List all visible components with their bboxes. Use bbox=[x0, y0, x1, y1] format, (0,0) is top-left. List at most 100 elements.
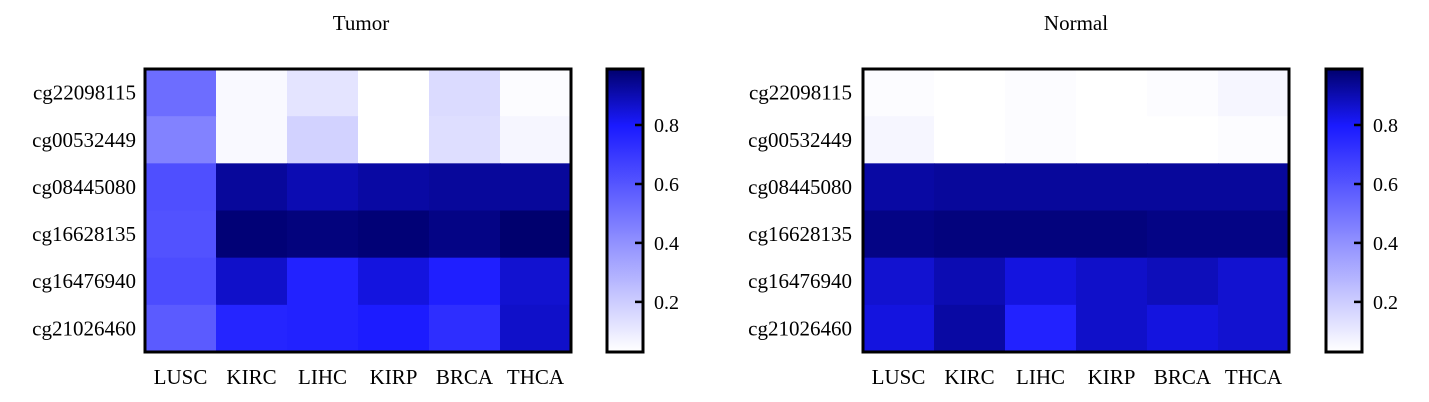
normal-colorbar-tick-label: 0.2 bbox=[1373, 292, 1398, 314]
normal-cell-cg00532449-LIHC bbox=[1005, 116, 1077, 164]
normal-cell-cg21026460-THCA bbox=[1218, 304, 1290, 353]
normal-cell-cg16476940-BRCA bbox=[1147, 257, 1219, 306]
normal-cell-cg00532449-BRCA bbox=[1147, 116, 1219, 164]
normal-cell-cg16628135-LUSC bbox=[863, 210, 935, 259]
tumor-cell-cg16628135-LIHC bbox=[287, 210, 359, 259]
tumor-cell-cg08445080-LUSC bbox=[145, 163, 217, 212]
tumor-row-label: cg16476940 bbox=[32, 269, 136, 293]
tumor-cell-cg21026460-BRCA bbox=[429, 304, 501, 353]
tumor-row-label: cg00532449 bbox=[32, 128, 136, 152]
tumor-cell-cg21026460-KIRC bbox=[216, 304, 288, 353]
normal-title: Normal bbox=[1044, 11, 1108, 35]
tumor-column-label: LIHC bbox=[298, 365, 347, 389]
normal-cell-cg00532449-KIRC bbox=[934, 116, 1006, 164]
tumor-cell-cg08445080-THCA bbox=[500, 163, 572, 212]
normal-column-labels: LUSC KIRC LIHC KIRP BRCA THCA bbox=[872, 365, 1283, 389]
tumor-row-label: cg22098115 bbox=[33, 81, 136, 105]
normal-row-label: cg00532449 bbox=[748, 128, 852, 152]
normal-cell-cg21026460-LIHC bbox=[1005, 304, 1077, 353]
tumor-cell-cg08445080-KIRP bbox=[358, 163, 430, 212]
normal-cell-cg00532449-LUSC bbox=[863, 116, 935, 164]
tumor-colorbar: 0.2 0.4 0.6 0.8 bbox=[605, 67, 679, 354]
tumor-cell-cg08445080-LIHC bbox=[287, 163, 359, 212]
normal-column-label: KIRP bbox=[1088, 365, 1136, 389]
normal-cell-cg08445080-LUSC bbox=[863, 163, 935, 212]
tumor-cell-cg16628135-BRCA bbox=[429, 210, 501, 259]
normal-cell-cg22098115-LIHC bbox=[1005, 69, 1077, 117]
tumor-title: Tumor bbox=[333, 11, 389, 35]
normal-cell-cg08445080-BRCA bbox=[1147, 163, 1219, 212]
normal-heatmap-border bbox=[861, 67, 1291, 354]
tumor-row-label: cg21026460 bbox=[32, 316, 136, 340]
normal-cell-cg16476940-KIRP bbox=[1076, 257, 1148, 306]
tumor-heatmap-border bbox=[143, 67, 573, 354]
normal-cell-cg08445080-KIRP bbox=[1076, 163, 1148, 212]
normal-cell-cg22098115-KIRP bbox=[1076, 69, 1148, 117]
tumor-cell-cg21026460-THCA bbox=[500, 304, 572, 353]
tumor-cell-cg16476940-BRCA bbox=[429, 257, 501, 306]
tumor-colorbar-tick-label: 0.8 bbox=[654, 115, 679, 137]
tumor-column-label: KIRC bbox=[226, 365, 276, 389]
tumor-row-label: cg08445080 bbox=[32, 175, 136, 199]
normal-cell-cg21026460-KIRC bbox=[934, 304, 1006, 353]
tumor-cell-cg22098115-KIRP bbox=[358, 69, 430, 117]
tumor-cell-cg21026460-LUSC bbox=[145, 304, 217, 353]
normal-cell-cg16628135-KIRP bbox=[1076, 210, 1148, 259]
normal-column-label: LUSC bbox=[872, 365, 926, 389]
normal-cell-cg22098115-THCA bbox=[1218, 69, 1290, 117]
normal-colorbar-bar bbox=[1324, 67, 1364, 354]
normal-cell-cg21026460-LUSC bbox=[863, 304, 935, 353]
normal-column-label: THCA bbox=[1225, 365, 1283, 389]
normal-cell-cg22098115-KIRC bbox=[934, 69, 1006, 117]
tumor-cell-cg16476940-LUSC bbox=[145, 257, 217, 306]
tumor-cell-cg16476940-KIRC bbox=[216, 257, 288, 306]
tumor-cell-cg22098115-BRCA bbox=[429, 69, 501, 117]
normal-colorbar-tick-label: 0.6 bbox=[1373, 174, 1398, 196]
tumor-cell-cg21026460-LIHC bbox=[287, 304, 359, 353]
normal-cell-cg16476940-THCA bbox=[1218, 257, 1290, 306]
normal-row-label: cg22098115 bbox=[749, 81, 852, 105]
tumor-cell-cg00532449-KIRP bbox=[358, 116, 430, 164]
normal-cell-cg08445080-THCA bbox=[1218, 163, 1290, 212]
tumor-cell-cg16476940-THCA bbox=[500, 257, 572, 306]
tumor-cell-cg00532449-LIHC bbox=[287, 116, 359, 164]
tumor-cell-cg16628135-KIRP bbox=[358, 210, 430, 259]
tumor-column-label: THCA bbox=[507, 365, 565, 389]
normal-colorbar-tick-label: 0.8 bbox=[1373, 115, 1398, 137]
normal-cell-cg16476940-LIHC bbox=[1005, 257, 1077, 306]
normal-column-label: KIRC bbox=[944, 365, 994, 389]
normal-cell-cg00532449-THCA bbox=[1218, 116, 1290, 164]
normal-colorbar-tick-label: 0.4 bbox=[1373, 233, 1398, 255]
tumor-cell-cg22098115-THCA bbox=[500, 69, 572, 117]
normal-cell-cg16476940-KIRC bbox=[934, 257, 1006, 306]
normal-cell-cg16628135-THCA bbox=[1218, 210, 1290, 259]
tumor-cell-cg16628135-THCA bbox=[500, 210, 572, 259]
tumor-cell-cg22098115-KIRC bbox=[216, 69, 288, 117]
normal-cell-cg08445080-KIRC bbox=[934, 163, 1006, 212]
normal-cell-cg16476940-LUSC bbox=[863, 257, 935, 306]
normal-row-label: cg16628135 bbox=[748, 222, 852, 246]
normal-cell-cg00532449-KIRP bbox=[1076, 116, 1148, 164]
tumor-heatmap-cells bbox=[145, 69, 572, 353]
normal-cell-cg16628135-KIRC bbox=[934, 210, 1006, 259]
tumor-row-labels: cg22098115 cg00532449 cg08445080 cg16628135… bbox=[32, 81, 136, 341]
tumor-cell-cg21026460-KIRP bbox=[358, 304, 430, 353]
tumor-cell-cg08445080-KIRC bbox=[216, 163, 288, 212]
normal-row-label: cg16476940 bbox=[748, 269, 852, 293]
normal-cell-cg21026460-KIRP bbox=[1076, 304, 1148, 353]
tumor-cell-cg16628135-LUSC bbox=[145, 210, 217, 259]
normal-cell-cg22098115-BRCA bbox=[1147, 69, 1219, 117]
tumor-cell-cg00532449-LUSC bbox=[145, 116, 217, 164]
tumor-cell-cg16476940-LIHC bbox=[287, 257, 359, 306]
tumor-cell-cg16628135-KIRC bbox=[216, 210, 288, 259]
tumor-column-label: LUSC bbox=[154, 365, 208, 389]
tumor-cell-cg08445080-BRCA bbox=[429, 163, 501, 212]
tumor-colorbar-tick-label: 0.6 bbox=[654, 174, 679, 196]
tumor-cell-cg00532449-BRCA bbox=[429, 116, 501, 164]
normal-cell-cg16628135-BRCA bbox=[1147, 210, 1219, 259]
normal-cell-cg16628135-LIHC bbox=[1005, 210, 1077, 259]
tumor-cell-cg00532449-KIRC bbox=[216, 116, 288, 164]
tumor-row-label: cg16628135 bbox=[32, 222, 136, 246]
normal-column-label: LIHC bbox=[1016, 365, 1065, 389]
